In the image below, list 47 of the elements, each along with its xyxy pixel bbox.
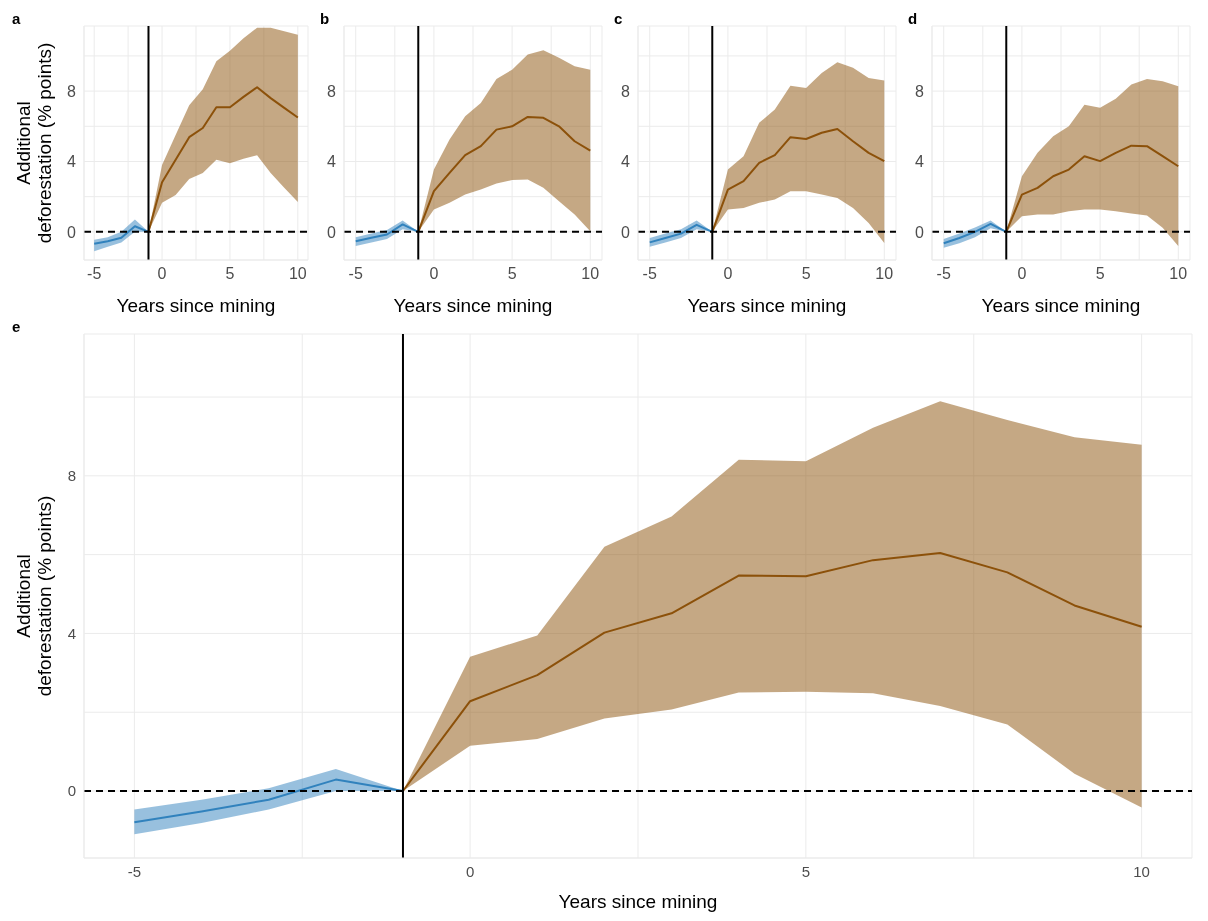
y-tick-label: 0 <box>327 223 337 241</box>
x-axis-title: Years since mining <box>687 295 847 316</box>
chart-title: b <box>320 10 330 27</box>
x-tick-label: 5 <box>801 265 811 283</box>
chart-title: d <box>908 10 918 27</box>
x-axis-title: Years since mining <box>116 295 276 316</box>
x-tick-label: -5 <box>936 265 951 283</box>
x-tick-label: 0 <box>465 862 475 880</box>
x-tick-label: 10 <box>875 265 894 283</box>
x-axis-title: Years since mining <box>558 891 718 912</box>
y-tick-label: 0 <box>621 223 631 241</box>
x-tick-label: -5 <box>348 265 363 283</box>
x-tick-label: -5 <box>127 862 142 880</box>
y-tick-label: 8 <box>327 82 337 100</box>
chart-title: a <box>12 10 21 27</box>
y-tick-label: 8 <box>67 467 76 485</box>
x-tick-label: 10 <box>581 265 600 283</box>
y-axis-title: Additional deforestation (% points) <box>13 42 55 244</box>
x-axis-title: Years since mining <box>393 295 553 316</box>
x-tick-label: -5 <box>642 265 657 283</box>
y-tick-label: 8 <box>621 82 631 100</box>
x-tick-label: 5 <box>507 265 517 283</box>
y-tick-label: 8 <box>915 82 925 100</box>
x-tick-label: -5 <box>87 265 102 283</box>
x-tick-label: 0 <box>157 265 167 283</box>
y-tick-label: 4 <box>67 153 77 171</box>
y-tick-label: 4 <box>67 624 76 642</box>
chart-title: c <box>614 10 623 27</box>
x-tick-label: 0 <box>723 265 733 283</box>
y-tick-label: 0 <box>915 223 925 241</box>
x-tick-label: 5 <box>1095 265 1105 283</box>
y-tick-label: 4 <box>621 153 631 171</box>
y-tick-label: 0 <box>67 223 77 241</box>
x-tick-label: 5 <box>801 862 811 880</box>
x-tick-label: 10 <box>1169 265 1188 283</box>
y-tick-label: 8 <box>67 82 77 100</box>
x-tick-label: 10 <box>1133 862 1150 880</box>
y-tick-label: 4 <box>327 153 337 171</box>
y-axis-title: Additional deforestation (% points) <box>13 495 55 697</box>
y-tick-label: 0 <box>67 782 76 800</box>
x-tick-label: 10 <box>288 265 307 283</box>
y-tick-label: 4 <box>915 153 925 171</box>
x-tick-label: 5 <box>225 265 235 283</box>
x-axis-title: Years since mining <box>981 295 1141 316</box>
x-tick-label: 0 <box>429 265 439 283</box>
chart-title: e <box>12 318 21 335</box>
x-tick-label: 0 <box>1017 265 1027 283</box>
